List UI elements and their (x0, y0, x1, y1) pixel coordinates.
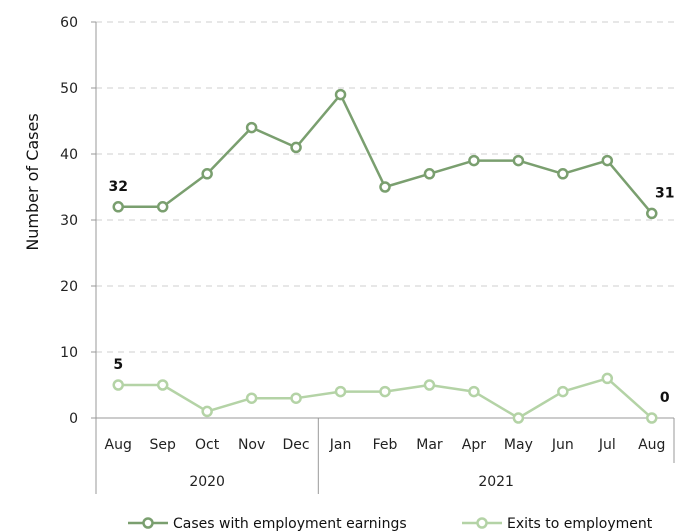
y-tick-label: 0 (69, 411, 78, 427)
data-point (334, 385, 347, 398)
data-labels: 32 31 5 0 (108, 179, 674, 406)
data-point (156, 201, 169, 213)
y-tick-label: 30 (60, 213, 78, 229)
data-point (245, 392, 258, 404)
gridlines (91, 21, 674, 419)
y-axis-label: Number of Cases (23, 113, 42, 250)
data-point (512, 412, 525, 424)
legend: Cases with employment earnings Exits to e… (128, 516, 653, 532)
x-tick-label: Feb (373, 437, 398, 453)
data-point (112, 379, 124, 391)
data-point (334, 88, 347, 101)
x-tick-label: Aug (105, 437, 132, 453)
data-label: 32 (108, 179, 127, 195)
data-point (290, 141, 302, 154)
x-tick-label: May (504, 437, 533, 453)
data-point (646, 207, 658, 220)
x-tick-label: Sep (149, 437, 176, 453)
year-group-axis: 2020 2021 (95, 418, 675, 494)
x-tick-label: Oct (195, 437, 220, 453)
x-tick-label: Apr (462, 437, 486, 453)
x-tick-label: Dec (283, 437, 310, 453)
data-point (468, 385, 480, 398)
data-point (245, 121, 258, 134)
data-label: 0 (660, 390, 670, 406)
x-tick-label: Aug (638, 437, 665, 453)
legend-label: Exits to employment (507, 516, 653, 532)
data-point (423, 168, 436, 180)
data-point (112, 201, 124, 213)
data-point (646, 412, 658, 424)
axes (95, 22, 674, 419)
x-tick-label: Jul (598, 437, 616, 453)
legend-swatch-marker (142, 517, 154, 529)
data-point (423, 379, 436, 391)
data-point (557, 168, 569, 180)
legend-swatch-marker (476, 517, 488, 529)
y-tick-label: 60 (60, 15, 78, 31)
data-point (156, 379, 169, 391)
year-group-label: 2020 (189, 474, 225, 490)
y-tick-label: 10 (60, 345, 78, 361)
data-point (601, 154, 614, 167)
data-point (290, 392, 302, 404)
data-point (557, 385, 569, 398)
data-point (201, 405, 213, 418)
data-point (512, 154, 525, 167)
y-tick-labels: 0 10 20 30 40 50 60 (60, 15, 78, 427)
x-tick-label: Mar (416, 437, 443, 453)
data-point (201, 168, 213, 180)
y-tick-label: 50 (60, 81, 78, 97)
year-group-label: 2021 (478, 474, 514, 490)
data-point (379, 385, 391, 398)
data-point (379, 181, 391, 193)
x-tick-label: Jan (329, 437, 352, 453)
data-point (601, 372, 614, 385)
data-label: 5 (113, 357, 123, 373)
x-tick-labels: Aug Sep Oct Nov Dec Jan Feb Mar Apr May Jun Jul Aug (105, 437, 666, 453)
y-tick-label: 40 (60, 147, 78, 163)
legend-label: Cases with employment earnings (173, 516, 407, 532)
x-tick-label: Jun (551, 437, 574, 453)
y-tick-label: 20 (60, 279, 78, 295)
data-point (468, 154, 480, 167)
series-line (118, 377, 653, 420)
series-group (112, 88, 658, 424)
data-label: 31 (655, 185, 674, 201)
x-tick-label: Nov (238, 437, 265, 453)
